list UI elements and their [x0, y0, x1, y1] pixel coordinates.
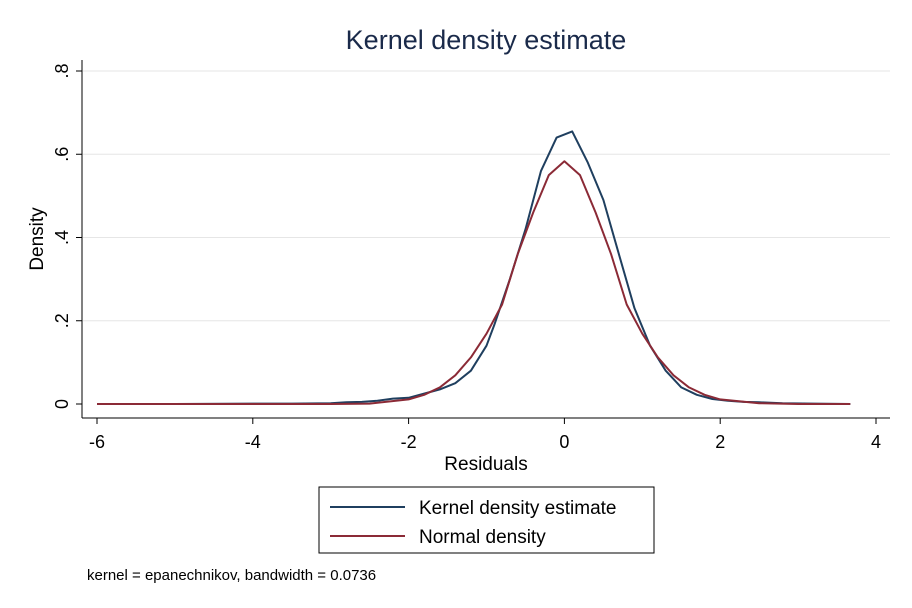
x-tick-label: 0	[559, 432, 569, 452]
kde-series-line	[97, 130, 851, 405]
grid-lines	[83, 70, 890, 322]
x-tick-label: -4	[245, 432, 261, 452]
legend-label-kde: Kernel density estimate	[419, 498, 617, 519]
x-tick-label: 4	[871, 432, 881, 452]
legend-box	[318, 486, 655, 554]
x-axis-ticks: -6 -4 -2 0 2 4	[89, 418, 881, 452]
chart-note: kernel = epanechnikov, bandwidth = 0.073…	[87, 567, 376, 584]
legend: Kernel density estimate Normal density	[318, 486, 655, 554]
y-tick-label: .2	[52, 313, 72, 328]
y-tick-label: .4	[52, 230, 72, 245]
y-tick-label: .8	[52, 63, 72, 78]
y-axis-ticks: 0 .2 .4 .6 .8	[52, 63, 82, 409]
y-tick-label: .6	[52, 147, 72, 162]
x-axis-label: Residuals	[444, 454, 527, 475]
y-axis-label: Density	[27, 207, 48, 271]
legend-label-normal: Normal density	[419, 527, 546, 548]
y-tick-label: 0	[52, 399, 72, 409]
chart-title: Kernel density estimate	[346, 25, 627, 55]
x-tick-label: 2	[715, 432, 725, 452]
x-tick-label: -2	[401, 432, 417, 452]
data-series	[97, 130, 851, 405]
x-tick-label: -6	[89, 432, 105, 452]
normal-series-line	[97, 160, 851, 405]
